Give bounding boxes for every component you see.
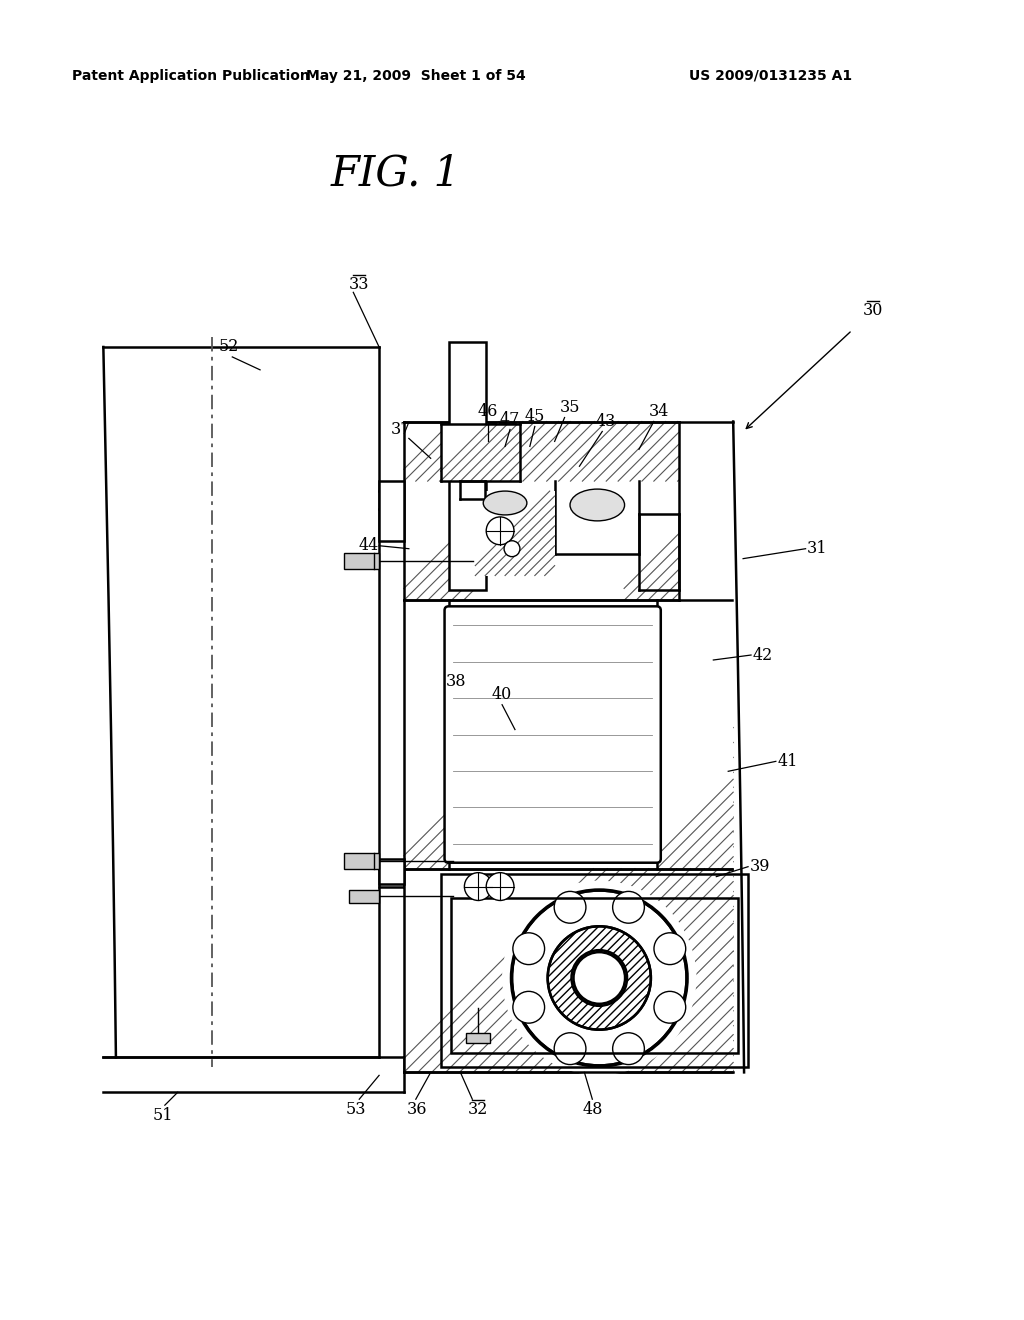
Text: 36: 36 <box>407 1101 427 1118</box>
Text: 38: 38 <box>446 673 467 690</box>
Text: 34: 34 <box>648 403 669 420</box>
Text: 41: 41 <box>777 752 798 770</box>
Circle shape <box>654 933 686 965</box>
Text: 32: 32 <box>468 1101 488 1118</box>
Bar <box>403 601 733 869</box>
Ellipse shape <box>570 490 625 521</box>
Bar <box>103 347 379 1057</box>
Circle shape <box>513 991 545 1023</box>
Bar <box>379 859 403 883</box>
Bar <box>403 869 733 1072</box>
Circle shape <box>612 1032 644 1064</box>
Bar <box>403 421 733 1072</box>
Text: 40: 40 <box>492 686 512 704</box>
FancyBboxPatch shape <box>444 606 660 863</box>
Text: Patent Application Publication: Patent Application Publication <box>72 69 309 83</box>
Circle shape <box>654 991 686 1023</box>
Circle shape <box>513 933 545 965</box>
Bar <box>475 491 555 576</box>
Text: 53: 53 <box>346 1101 367 1118</box>
Circle shape <box>486 517 514 545</box>
Text: 33: 33 <box>349 276 370 293</box>
Text: 37: 37 <box>391 421 412 438</box>
Text: 47: 47 <box>500 411 520 428</box>
Text: 52: 52 <box>218 338 239 355</box>
Bar <box>449 342 486 590</box>
Text: 46: 46 <box>478 403 499 420</box>
Circle shape <box>502 880 696 1076</box>
Bar <box>344 553 379 569</box>
Circle shape <box>554 1032 586 1064</box>
Text: 42: 42 <box>753 647 773 664</box>
Text: 39: 39 <box>750 858 770 875</box>
Circle shape <box>504 541 520 557</box>
Text: 51: 51 <box>153 1106 173 1123</box>
Bar <box>379 480 403 541</box>
Bar <box>440 874 749 1068</box>
Circle shape <box>573 952 625 1003</box>
Text: May 21, 2009  Sheet 1 of 54: May 21, 2009 Sheet 1 of 54 <box>306 69 525 83</box>
Text: 43: 43 <box>596 413 616 430</box>
Bar <box>451 899 738 1052</box>
Text: US 2009/0131235 A1: US 2009/0131235 A1 <box>688 69 852 83</box>
Text: 44: 44 <box>359 537 379 554</box>
Text: 45: 45 <box>524 408 545 425</box>
Bar <box>466 1032 490 1043</box>
Ellipse shape <box>483 491 527 515</box>
Circle shape <box>465 873 493 900</box>
Bar <box>403 421 679 601</box>
Circle shape <box>554 891 586 923</box>
Text: 48: 48 <box>583 1101 602 1118</box>
Circle shape <box>486 873 514 900</box>
Text: 35: 35 <box>559 399 580 416</box>
Bar <box>344 853 379 869</box>
Text: 31: 31 <box>807 540 827 557</box>
Bar <box>349 890 379 903</box>
Text: FIG. 1: FIG. 1 <box>331 152 461 194</box>
Bar <box>440 424 520 480</box>
Circle shape <box>612 891 644 923</box>
Text: 30: 30 <box>863 302 884 318</box>
